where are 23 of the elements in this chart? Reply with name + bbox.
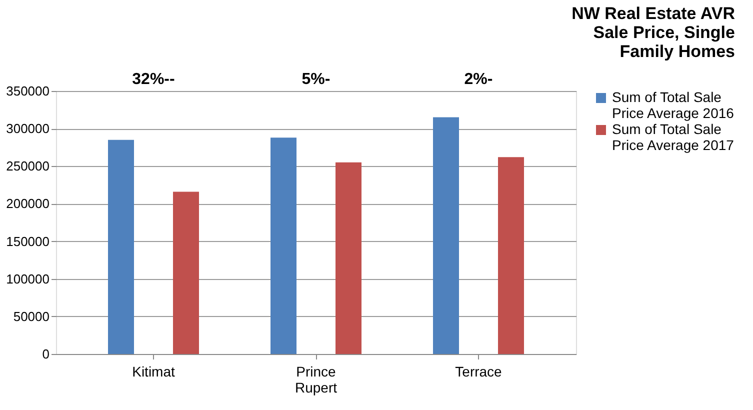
text: 2%- (464, 71, 493, 88)
y-tick-label: 100000 (6, 271, 50, 286)
text: 5%- (302, 71, 330, 88)
bar (270, 138, 296, 354)
y-tick-label: 300000 (6, 121, 50, 136)
y-tick-label: 150000 (6, 234, 50, 249)
y-tick-label: 200000 (6, 196, 50, 212)
bar (498, 157, 524, 354)
bar (108, 140, 134, 354)
bar (433, 117, 459, 354)
x-tick-label: Terrace (455, 364, 502, 380)
bar (336, 162, 362, 354)
x-tick-label: Prince Rupert (294, 364, 338, 396)
text: 32%-- (132, 71, 175, 88)
y-tick-label: 350000 (6, 84, 50, 98)
x-tick-label: Kitimat (132, 364, 175, 380)
y-tick-label: 50000 (13, 308, 50, 324)
legend-label: Sum of Total Sale Price Average 2016 (612, 89, 734, 121)
legend-label: Sum of Total Sale Price Average 2017 (612, 121, 734, 153)
text: NW Real Estate AVR Sale Price, Single Family Homes (572, 4, 735, 61)
bar (173, 192, 199, 354)
y-tick-label: 250000 (6, 158, 50, 174)
y-tick-label: 0 (42, 346, 50, 362)
